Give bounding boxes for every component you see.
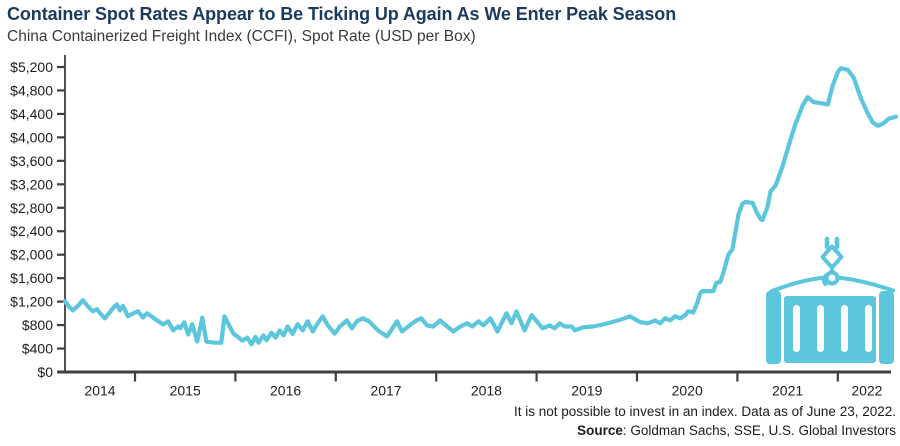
- y-axis-label: $800: [22, 317, 53, 333]
- container-slat: [841, 305, 848, 352]
- y-axis-label: $4,400: [10, 106, 53, 122]
- series-group: [62, 66, 899, 347]
- y-axis-label: $0: [37, 364, 53, 380]
- container-body: [784, 296, 876, 363]
- x-axis-label: 2014: [84, 383, 115, 399]
- footnote-line1: It is not possible to invest in an index…: [514, 404, 896, 419]
- y-axis-label: $400: [22, 341, 53, 357]
- x-axis-label: 2016: [270, 383, 301, 399]
- spot-rate-line: [62, 66, 899, 347]
- y-axis-label: $2,000: [10, 247, 53, 263]
- crane-shackle-icon: [824, 236, 840, 250]
- crane-link-diamond-icon: [820, 244, 844, 270]
- container-right-cap: [879, 291, 894, 364]
- container-crane-icon: [766, 236, 895, 364]
- container-slat: [817, 305, 824, 352]
- x-axis-label: 2018: [471, 383, 502, 399]
- y-axis-label: $3,200: [10, 176, 53, 192]
- footnote-source: Source: Goldman Sachs, SSE, U.S. Global …: [514, 421, 896, 440]
- chart-footnote: It is not possible to invest in an index…: [514, 402, 896, 440]
- crane-hook-icon: [821, 273, 828, 287]
- x-axis-label: 2017: [370, 383, 401, 399]
- x-axis-label: 2020: [672, 383, 703, 399]
- y-axis-label: $4,800: [10, 82, 53, 98]
- y-axis-ticks-and-labels: $0 $400 $800 $1,200 $1,600 $2,000 $2,400 $2,800…: [10, 59, 65, 380]
- y-axis-label: $5,200: [10, 59, 53, 75]
- y-axis-label: $1,200: [10, 294, 53, 310]
- footnote-source-label: Source: [577, 423, 623, 438]
- chart-title: Container Spot Rates Appear to Be Tickin…: [7, 4, 677, 24]
- x-axis-label: 2021: [772, 383, 803, 399]
- container-slat: [865, 305, 872, 352]
- container-slat: [793, 305, 800, 352]
- container-left-cap: [766, 291, 781, 364]
- y-axis-label: $1,600: [10, 270, 53, 286]
- x-axis-label: 2022: [851, 383, 882, 399]
- x-axis-ticks-and-labels: 2014 2015 2016 2017 2018 2019 2020 2021 2022: [84, 372, 883, 399]
- y-axis-label: $4,000: [10, 129, 53, 145]
- x-axis-label: 2019: [571, 383, 602, 399]
- footnote-source-text: : Goldman Sachs, SSE, U.S. Global Invest…: [622, 423, 896, 438]
- y-axis-label: $2,800: [10, 200, 53, 216]
- y-axis-label: $3,600: [10, 153, 53, 169]
- crane-hook-ring-icon: [824, 270, 840, 286]
- chart-subtitle: China Containerized Freight Index (CCFI)…: [7, 28, 476, 45]
- x-axis-label: 2015: [170, 383, 201, 399]
- y-axis-label: $2,400: [10, 223, 53, 239]
